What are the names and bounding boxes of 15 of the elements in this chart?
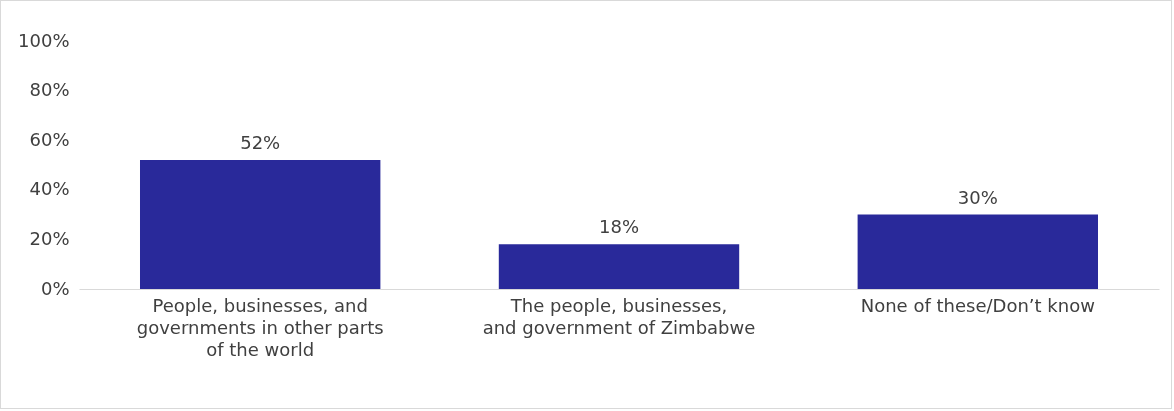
x-tick-label: People, businesses, and governments in other parts of the world xyxy=(136,294,384,360)
y-tick-label: 40% xyxy=(29,178,70,200)
y-tick-label: 60% xyxy=(29,128,70,150)
y-tick-label: 80% xyxy=(29,79,70,101)
data-label: 18% xyxy=(598,216,640,238)
x-tick-label: None of these/Don’t know xyxy=(860,294,1095,316)
y-tick-label: 100% xyxy=(18,29,70,51)
bar xyxy=(857,214,1098,289)
data-label: 30% xyxy=(957,186,998,208)
bar xyxy=(498,244,740,289)
bar xyxy=(140,160,381,289)
x-tick-label: The people, businesses, and government of Zimbabwe xyxy=(482,294,756,338)
data-label: 52% xyxy=(240,132,281,154)
y-tick-label: 0% xyxy=(40,277,70,299)
y-tick-label: 20% xyxy=(29,227,70,249)
